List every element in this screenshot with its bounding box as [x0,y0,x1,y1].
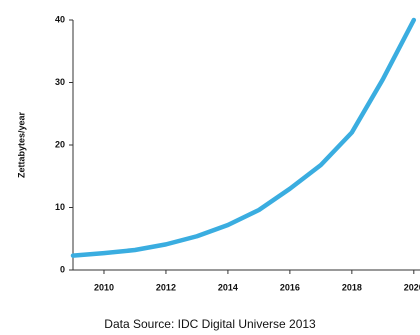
y-tick-label: 30 [55,77,65,87]
y-axis-label: Zettabytes/year [16,111,26,178]
x-tick-label: 2014 [218,282,238,292]
x-tick-label: 2010 [94,282,114,292]
y-tick-label: 0 [60,264,65,274]
x-tick-label: 2016 [280,282,300,292]
source-note: Data Source: IDC Digital Universe 2013 [104,317,316,331]
x-tick-label: 2012 [156,282,176,292]
y-tick-label: 10 [55,202,65,212]
x-tick-label: 2020 [404,282,420,292]
y-tick-label: 20 [55,139,65,149]
x-tick-label: 2018 [342,282,362,292]
y-tick-label: 40 [55,14,65,24]
data-line [70,17,417,258]
